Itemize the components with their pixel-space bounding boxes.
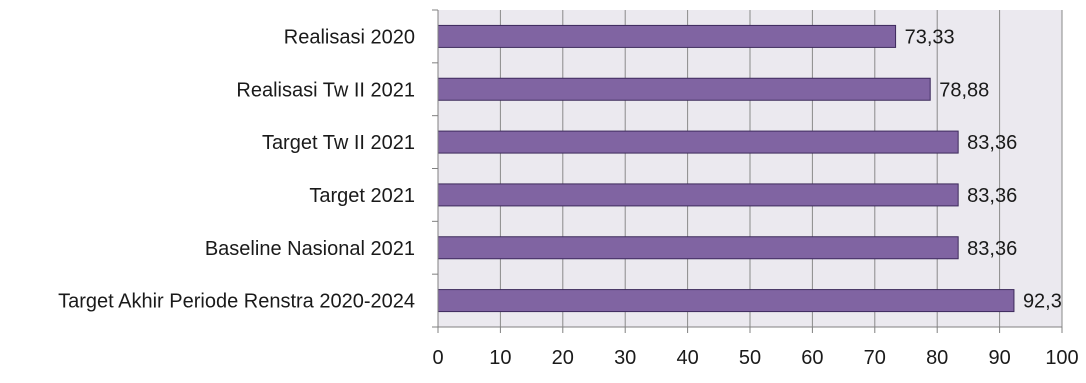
category-labels: Realisasi 2020 Realisasi Tw II 2021 Target… (58, 26, 415, 312)
x-tick-label: 50 (739, 347, 761, 369)
x-tick-label: 70 (864, 347, 886, 369)
x-tick-label: 0 (432, 347, 443, 369)
bar (437, 289, 1015, 313)
x-tick-label: 10 (489, 347, 511, 369)
data-label: 83,36 (967, 132, 1017, 154)
gridlines (499, 10, 1063, 327)
category-label: Realisasi Tw II 2021 (236, 79, 415, 101)
bar (437, 236, 959, 260)
bar (437, 183, 959, 207)
data-label: 83,36 (967, 185, 1017, 207)
x-tick-label: 60 (801, 347, 823, 369)
x-tick-label: 100 (1045, 347, 1078, 369)
x-tick-label: 40 (676, 347, 698, 369)
data-labels: 73,33 78,88 83,36 83,36 83,36 92,3 (905, 26, 1062, 312)
bar-series (437, 24, 1015, 313)
bar (437, 24, 897, 48)
category-label: Target Akhir Periode Renstra 2020-2024 (58, 291, 415, 313)
x-tick-label: 90 (988, 347, 1010, 369)
x-tick-label: 80 (926, 347, 948, 369)
x-tick-label: 20 (552, 347, 574, 369)
axes (432, 9, 1063, 333)
x-tick-labels: 0 10 20 30 40 50 60 70 80 90 100 (432, 347, 1078, 369)
category-label: Target 2021 (309, 185, 415, 207)
category-label: Target Tw II 2021 (262, 132, 415, 154)
bar (437, 77, 931, 101)
x-tick-label: 30 (614, 347, 636, 369)
bar (437, 130, 959, 154)
data-label: 83,36 (967, 238, 1017, 260)
data-label: 92,3 (1023, 291, 1062, 313)
category-label: Baseline Nasional 2021 (205, 238, 415, 260)
category-label: Realisasi 2020 (284, 26, 415, 48)
data-label: 78,88 (939, 79, 989, 101)
data-label: 73,33 (905, 26, 955, 48)
